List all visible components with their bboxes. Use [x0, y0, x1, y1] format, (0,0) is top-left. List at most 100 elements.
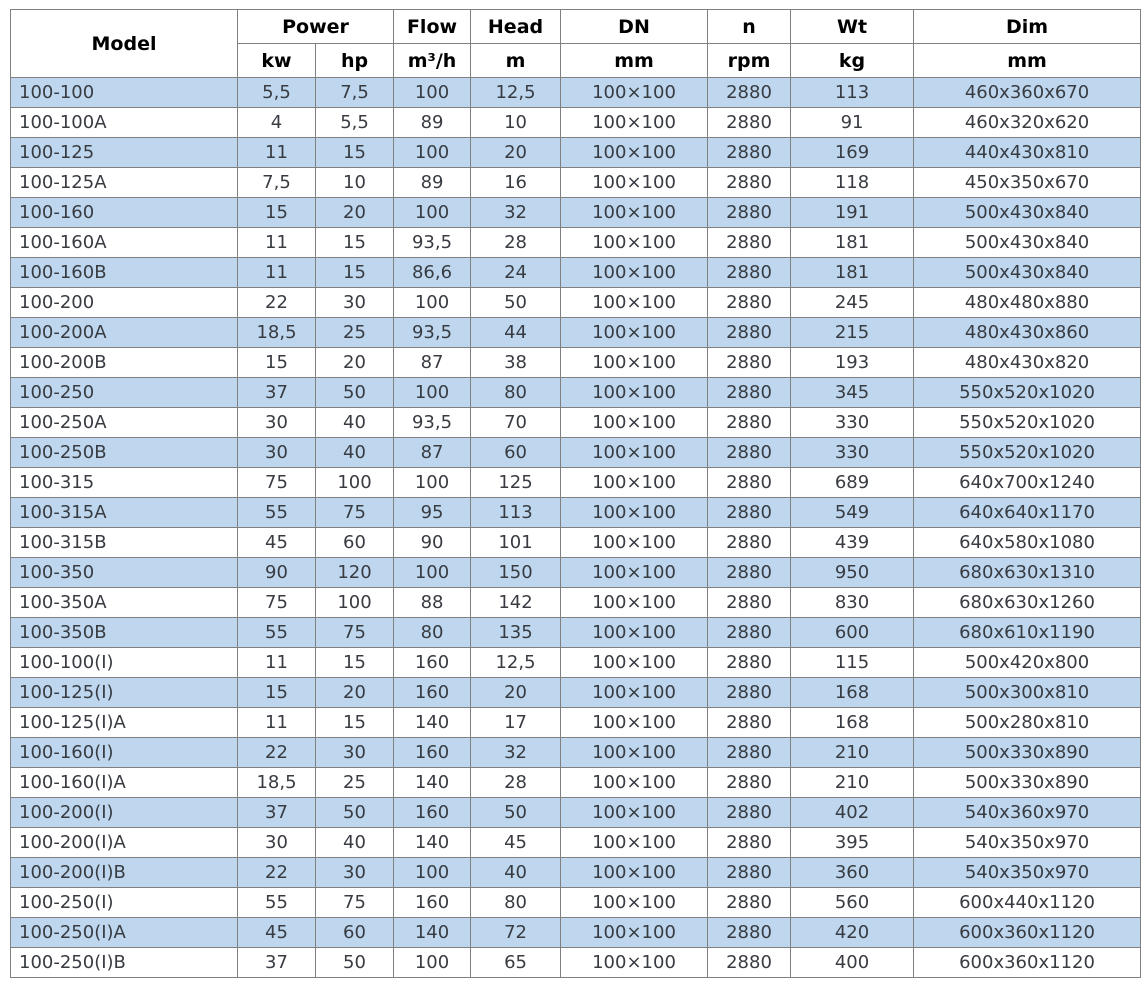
- cell-dim: 550x520x1020: [913, 407, 1142, 438]
- cell-flow: 90: [393, 527, 472, 558]
- cell-dn: 100×100: [560, 137, 709, 168]
- cell-power_kw: 30: [237, 437, 316, 468]
- cell-dn: 100×100: [560, 737, 709, 768]
- cell-power_kw: 5,5: [237, 77, 316, 108]
- cell-n: 2880: [707, 827, 792, 858]
- cell-model: 100-315A: [10, 497, 238, 528]
- cell-dn: 100×100: [560, 887, 709, 918]
- cell-dim: 600x360x1120: [913, 947, 1142, 978]
- cell-power_kw: 37: [237, 797, 316, 828]
- col-unit-dn: mm: [560, 43, 709, 78]
- cell-dim: 600x440x1120: [913, 887, 1142, 918]
- cell-head: 20: [470, 677, 562, 708]
- cell-model: 100-100(I): [10, 647, 238, 678]
- cell-head: 20: [470, 137, 562, 168]
- cell-power_hp: 15: [314, 257, 395, 288]
- table-row: 100-350 90 120 100 150 100×100 2880 950 680x630x…: [10, 557, 1142, 588]
- cell-dn: 100×100: [560, 497, 709, 528]
- table-row: 100-160(I) 22 30 160 32 100×100 2880 210 500x330…: [10, 737, 1142, 768]
- cell-model: 100-350: [10, 557, 238, 588]
- cell-power_hp: 20: [314, 347, 395, 378]
- cell-head: 45: [470, 827, 562, 858]
- table-row: 100-100A 4 5,5 89 10 100×100 2880 91 460x320x620: [10, 107, 1142, 138]
- cell-wt: 215: [790, 317, 915, 348]
- cell-head: 135: [470, 617, 562, 648]
- cell-flow: 160: [393, 797, 472, 828]
- cell-power_hp: 15: [314, 647, 395, 678]
- cell-model: 100-160(I)A: [10, 767, 238, 798]
- cell-head: 12,5: [470, 77, 562, 108]
- cell-flow: 100: [393, 197, 472, 228]
- cell-n: 2880: [707, 317, 792, 348]
- cell-power_kw: 22: [237, 737, 316, 768]
- cell-power_hp: 20: [314, 197, 395, 228]
- cell-dim: 480x430x820: [913, 347, 1142, 378]
- cell-dim: 500x330x890: [913, 737, 1142, 768]
- cell-power_hp: 25: [314, 767, 395, 798]
- table-row: 100-350B 55 75 80 135 100×100 2880 600 680x610x1…: [10, 617, 1142, 648]
- col-unit-n: rpm: [707, 43, 792, 78]
- cell-power_kw: 75: [237, 467, 316, 498]
- cell-wt: 360: [790, 857, 915, 888]
- cell-flow: 93,5: [393, 317, 472, 348]
- cell-dim: 640x640x1170: [913, 497, 1142, 528]
- cell-power_kw: 15: [237, 677, 316, 708]
- cell-power_kw: 45: [237, 527, 316, 558]
- cell-power_hp: 50: [314, 377, 395, 408]
- cell-power_kw: 15: [237, 197, 316, 228]
- cell-power_hp: 40: [314, 407, 395, 438]
- cell-head: 125: [470, 467, 562, 498]
- cell-dn: 100×100: [560, 857, 709, 888]
- cell-power_kw: 22: [237, 287, 316, 318]
- table-row: 100-200B 15 20 87 38 100×100 2880 193 480x430x82…: [10, 347, 1142, 378]
- col-header-dn: DN: [560, 9, 709, 44]
- cell-n: 2880: [707, 587, 792, 618]
- cell-flow: 160: [393, 737, 472, 768]
- cell-head: 101: [470, 527, 562, 558]
- col-unit-head: m: [470, 43, 562, 78]
- cell-power_hp: 40: [314, 827, 395, 858]
- cell-n: 2880: [707, 197, 792, 228]
- cell-dim: 480x480x880: [913, 287, 1142, 318]
- table-row: 100-200(I)B 22 30 100 40 100×100 2880 360 540x35…: [10, 857, 1142, 888]
- cell-flow: 100: [393, 287, 472, 318]
- cell-wt: 330: [790, 407, 915, 438]
- cell-power_hp: 100: [314, 587, 395, 618]
- cell-head: 10: [470, 107, 562, 138]
- cell-power_hp: 75: [314, 497, 395, 528]
- cell-flow: 87: [393, 437, 472, 468]
- cell-power_hp: 75: [314, 617, 395, 648]
- cell-n: 2880: [707, 437, 792, 468]
- cell-dim: 480x430x860: [913, 317, 1142, 348]
- cell-dim: 600x360x1120: [913, 917, 1142, 948]
- cell-power_hp: 40: [314, 437, 395, 468]
- cell-dn: 100×100: [560, 767, 709, 798]
- cell-n: 2880: [707, 407, 792, 438]
- cell-wt: 549: [790, 497, 915, 528]
- cell-n: 2880: [707, 287, 792, 318]
- cell-dim: 450x350x670: [913, 167, 1142, 198]
- cell-model: 100-160A: [10, 227, 238, 258]
- cell-power_hp: 75: [314, 887, 395, 918]
- cell-model: 100-350B: [10, 617, 238, 648]
- cell-dn: 100×100: [560, 557, 709, 588]
- table-header: Model Power Flow Head DN n Wt Dim kw hp …: [10, 9, 1142, 78]
- cell-n: 2880: [707, 647, 792, 678]
- cell-flow: 160: [393, 647, 472, 678]
- cell-model: 100-250A: [10, 407, 238, 438]
- table-row: 100-250 37 50 100 80 100×100 2880 345 550x520x10…: [10, 377, 1142, 408]
- table-row: 100-125A 7,5 10 89 16 100×100 2880 118 450x350x6…: [10, 167, 1142, 198]
- cell-n: 2880: [707, 557, 792, 588]
- cell-model: 100-160: [10, 197, 238, 228]
- cell-n: 2880: [707, 737, 792, 768]
- cell-power_kw: 30: [237, 827, 316, 858]
- cell-n: 2880: [707, 227, 792, 258]
- cell-flow: 160: [393, 677, 472, 708]
- cell-head: 40: [470, 857, 562, 888]
- cell-dim: 640x580x1080: [913, 527, 1142, 558]
- cell-dim: 460x320x620: [913, 107, 1142, 138]
- cell-wt: 950: [790, 557, 915, 588]
- cell-n: 2880: [707, 497, 792, 528]
- cell-dn: 100×100: [560, 467, 709, 498]
- cell-wt: 210: [790, 767, 915, 798]
